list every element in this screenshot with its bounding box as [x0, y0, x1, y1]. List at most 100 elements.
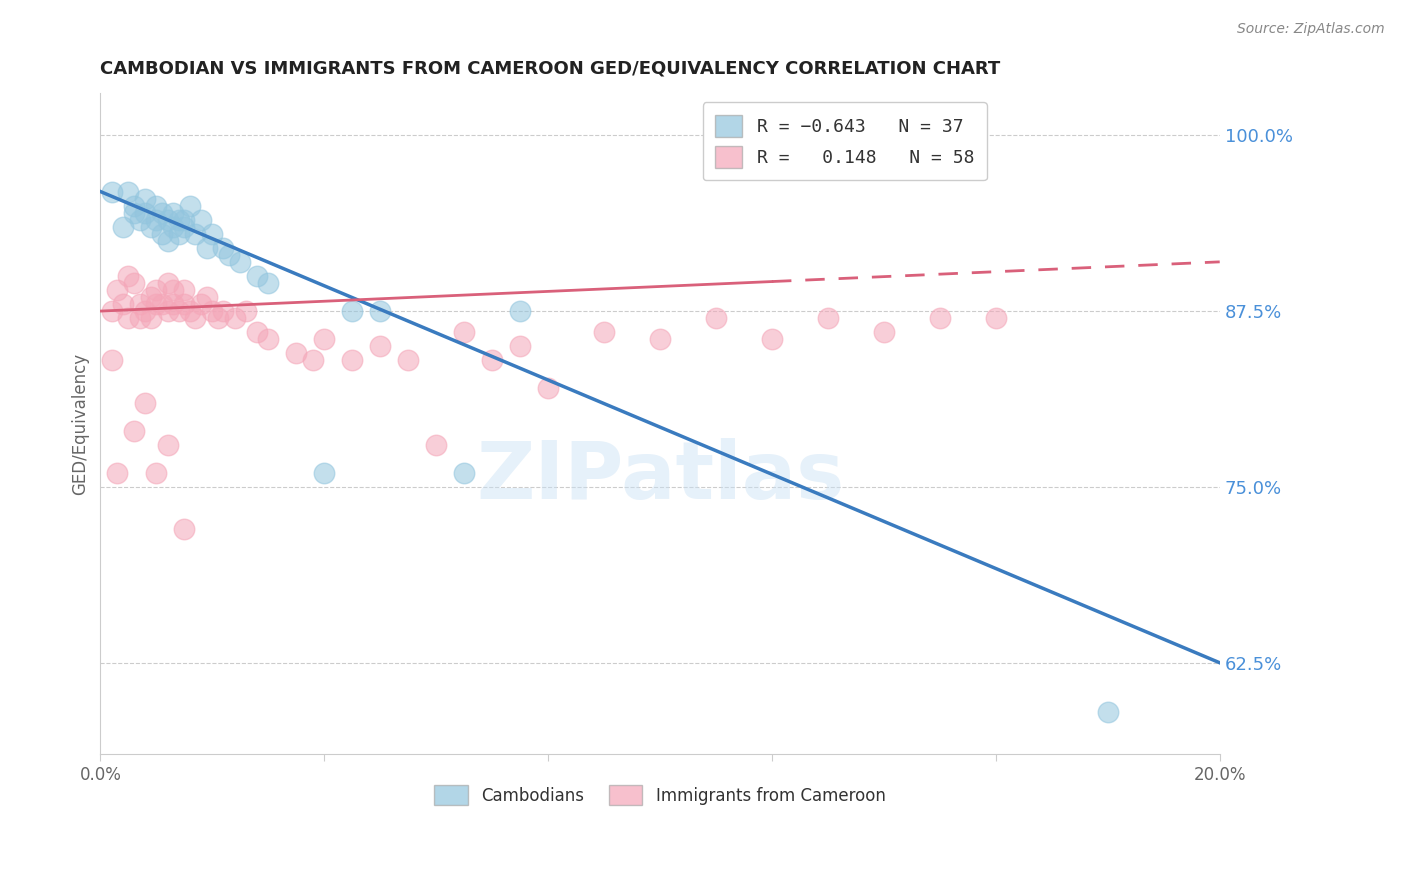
Point: [167, 227, 190, 241]
Point: [145, 212, 167, 227]
Point: [145, 198, 167, 212]
Point: [139, 219, 162, 234]
Point: [537, 381, 560, 395]
Point: [162, 219, 184, 234]
Point: [368, 339, 391, 353]
Point: [396, 353, 419, 368]
Point: [111, 219, 134, 234]
Point: [246, 268, 269, 283]
Point: [134, 304, 156, 318]
Point: [314, 332, 336, 346]
Text: Source: ZipAtlas.com: Source: ZipAtlas.com: [1237, 22, 1385, 37]
Point: [201, 227, 224, 241]
Legend: Cambodians, Immigrants from Cameroon: Cambodians, Immigrants from Cameroon: [427, 779, 893, 812]
Point: [190, 212, 212, 227]
Point: [179, 304, 201, 318]
Point: [173, 283, 195, 297]
Point: [145, 466, 167, 480]
Point: [105, 466, 128, 480]
Point: [201, 304, 224, 318]
Point: [481, 353, 503, 368]
Point: [285, 346, 308, 360]
Point: [212, 241, 235, 255]
Point: [100, 185, 122, 199]
Point: [224, 311, 246, 326]
Point: [246, 325, 269, 339]
Point: [873, 325, 896, 339]
Point: [100, 304, 122, 318]
Point: [122, 276, 145, 290]
Point: [368, 304, 391, 318]
Point: [257, 332, 280, 346]
Point: [150, 205, 173, 219]
Text: CAMBODIAN VS IMMIGRANTS FROM CAMEROON GED/EQUIVALENCY CORRELATION CHART: CAMBODIAN VS IMMIGRANTS FROM CAMEROON GE…: [100, 60, 1001, 78]
Point: [173, 297, 195, 311]
Point: [184, 311, 207, 326]
Point: [134, 395, 156, 409]
Point: [139, 311, 162, 326]
Point: [150, 227, 173, 241]
Point: [928, 311, 950, 326]
Point: [509, 339, 531, 353]
Point: [302, 353, 325, 368]
Point: [162, 205, 184, 219]
Point: [179, 198, 201, 212]
Point: [173, 522, 195, 536]
Point: [122, 424, 145, 438]
Point: [128, 297, 150, 311]
Point: [648, 332, 671, 346]
Point: [173, 212, 195, 227]
Point: [156, 276, 179, 290]
Point: [509, 304, 531, 318]
Point: [117, 185, 139, 199]
Point: [342, 304, 364, 318]
Point: [817, 311, 839, 326]
Point: [761, 332, 783, 346]
Point: [150, 297, 173, 311]
Point: [184, 227, 207, 241]
Point: [139, 290, 162, 304]
Point: [156, 234, 179, 248]
Point: [128, 311, 150, 326]
Point: [704, 311, 727, 326]
Point: [117, 268, 139, 283]
Point: [145, 283, 167, 297]
Point: [425, 438, 447, 452]
Point: [145, 297, 167, 311]
Point: [122, 198, 145, 212]
Point: [162, 297, 184, 311]
Point: [235, 304, 257, 318]
Text: ZIPatlas: ZIPatlas: [475, 437, 844, 516]
Point: [453, 466, 475, 480]
Point: [134, 205, 156, 219]
Point: [156, 304, 179, 318]
Point: [167, 304, 190, 318]
Point: [117, 311, 139, 326]
Point: [190, 297, 212, 311]
Point: [128, 212, 150, 227]
Point: [207, 311, 229, 326]
Point: [984, 311, 1007, 326]
Point: [156, 438, 179, 452]
Point: [1097, 705, 1119, 719]
Point: [195, 290, 218, 304]
Point: [156, 212, 179, 227]
Point: [314, 466, 336, 480]
Point: [453, 325, 475, 339]
Point: [173, 219, 195, 234]
Point: [257, 276, 280, 290]
Point: [105, 283, 128, 297]
Point: [218, 248, 240, 262]
Point: [167, 212, 190, 227]
Point: [212, 304, 235, 318]
Point: [229, 255, 252, 269]
Point: [122, 205, 145, 219]
Point: [100, 353, 122, 368]
Point: [593, 325, 616, 339]
Point: [111, 297, 134, 311]
Point: [162, 283, 184, 297]
Point: [134, 192, 156, 206]
Y-axis label: GED/Equivalency: GED/Equivalency: [72, 352, 89, 495]
Point: [195, 241, 218, 255]
Point: [342, 353, 364, 368]
